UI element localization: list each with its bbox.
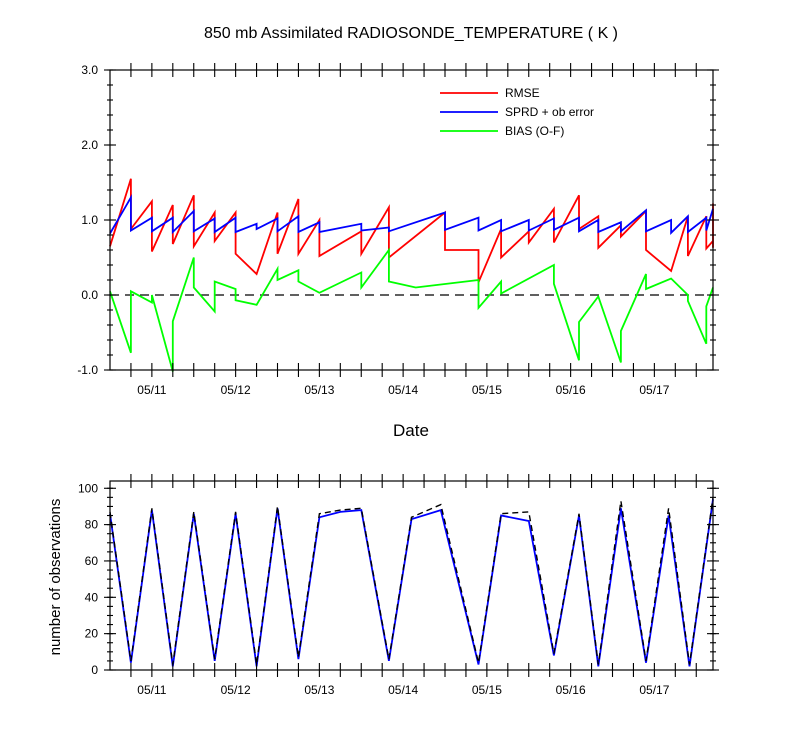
x-tick-label: 05/16	[556, 683, 586, 697]
legend-label-sprd-ob-error: SPRD + ob error	[505, 105, 594, 119]
legend: RMSE SPRD + ob error BIAS (O-F)	[440, 86, 594, 138]
y-tick-label: 3.0	[81, 63, 98, 77]
x-tick-label: 05/14	[388, 383, 418, 397]
x-axis-label: Date	[393, 421, 429, 440]
observations-series-group	[109, 497, 714, 667]
series-line-bias-o-f	[109, 247, 714, 372]
rmse-chart: 850 mb Assimilated RADIOSONDE_TEMPERATUR…	[77, 25, 719, 440]
x-tick-label: 05/17	[639, 683, 669, 697]
top-plot-frame	[109, 69, 714, 371]
x-tick-label: 05/13	[304, 383, 334, 397]
x-tick-label: 05/13	[304, 683, 334, 697]
y-tick-label: 80	[85, 518, 99, 532]
y-tick-label: -1.0	[77, 363, 98, 377]
bottom-y-axis: 0 20 40 60 80 100	[78, 481, 719, 677]
x-tick-label: 05/16	[556, 383, 586, 397]
x-tick-label: 05/14	[388, 683, 418, 697]
y-tick-label: 40	[85, 590, 99, 604]
y-tick-label: 0	[91, 663, 98, 677]
y-tick-label: 60	[85, 554, 99, 568]
x-tick-label: 05/15	[472, 383, 502, 397]
rmse-series-group	[109, 178, 714, 372]
x-tick-label: 05/12	[221, 683, 251, 697]
bottom-x-axis: 05/11 05/12 05/13 05/14 05/15 05/16 05/17	[130, 474, 697, 697]
top-y-axis: -1.0 0.0 1.0 2.0 3.0	[77, 63, 719, 377]
chart-title: 850 mb Assimilated RADIOSONDE_TEMPERATUR…	[204, 25, 618, 42]
y-tick-label: 20	[85, 627, 99, 641]
y-tick-label: 100	[78, 481, 98, 495]
x-tick-label: 05/11	[137, 683, 166, 697]
x-tick-label: 05/17	[639, 383, 669, 397]
series-line-sprd-ob-error	[109, 194, 714, 235]
x-tick-label: 05/11	[137, 383, 166, 397]
series-line-possible	[109, 497, 714, 665]
series-line-rmse	[109, 178, 714, 283]
x-tick-label: 05/12	[221, 383, 251, 397]
y-tick-label: 2.0	[81, 138, 98, 152]
top-x-axis: 05/11 05/12 05/13 05/14 05/15 05/16 05/17	[130, 63, 697, 397]
legend-label-bias-o-f: BIAS (O-F)	[505, 124, 564, 138]
bottom-plot-frame	[109, 480, 714, 671]
y-tick-label: 0.0	[81, 288, 98, 302]
series-line-assimilated	[109, 499, 714, 667]
y-tick-label: 1.0	[81, 213, 98, 227]
y-axis-label: number of observations	[47, 499, 64, 656]
legend-label-rmse: RMSE	[505, 86, 540, 100]
x-tick-label: 05/15	[472, 683, 502, 697]
